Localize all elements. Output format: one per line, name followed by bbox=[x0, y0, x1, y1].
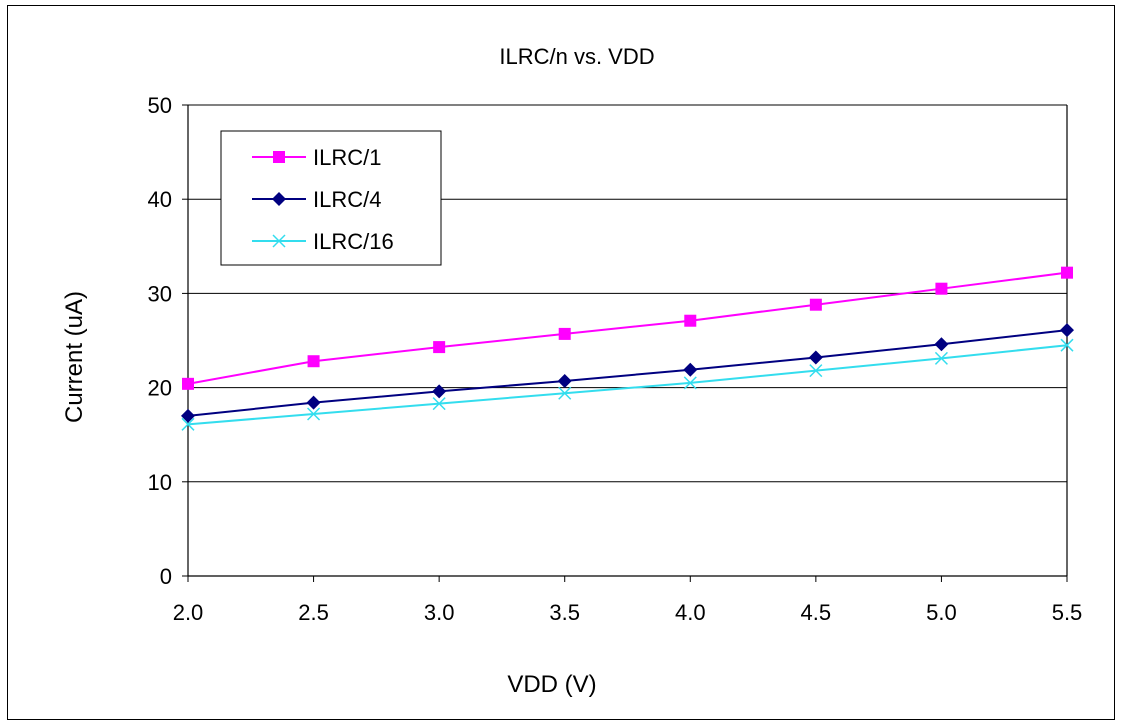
x-tick-label: 5.0 bbox=[926, 600, 957, 625]
x-tick-labels: 2.0 2.5 3.0 3.5 4.0 4.5 5.0 5.5 bbox=[173, 600, 1083, 625]
legend: ILRC/1 ILRC/4 ILRC/16 bbox=[220, 130, 442, 266]
x-tick-label: 2.0 bbox=[173, 600, 204, 625]
marker-stroke bbox=[934, 351, 948, 365]
data-point bbox=[558, 327, 571, 340]
x-tick-label: 3.0 bbox=[424, 600, 455, 625]
data-point bbox=[432, 397, 446, 411]
data-point bbox=[182, 377, 194, 390]
series-group bbox=[181, 266, 1074, 431]
series-ilrc-4 bbox=[181, 323, 1074, 423]
data-point bbox=[1061, 266, 1073, 279]
data-point bbox=[683, 376, 697, 390]
data-point bbox=[306, 395, 321, 410]
data-point bbox=[809, 364, 823, 378]
y-tick-label: 30 bbox=[148, 281, 172, 306]
data-point bbox=[433, 341, 446, 354]
y-axis-label: Current (uA) bbox=[61, 291, 88, 423]
marker-stroke bbox=[809, 364, 823, 378]
marker-stroke bbox=[1060, 338, 1074, 352]
data-point bbox=[307, 355, 320, 368]
marker-stroke bbox=[558, 386, 572, 400]
legend-item: ILRC/1 bbox=[252, 145, 381, 170]
legend-label: ILRC/1 bbox=[313, 145, 381, 170]
legend-item: ILRC/16 bbox=[252, 229, 394, 254]
data-point bbox=[557, 374, 572, 389]
series-ilrc-1 bbox=[182, 266, 1073, 390]
y-tick-label: 10 bbox=[148, 470, 172, 495]
series-ilrc-16 bbox=[181, 338, 1074, 431]
legend-label: ILRC/4 bbox=[313, 187, 381, 212]
data-point bbox=[558, 386, 572, 400]
y-tick-label: 50 bbox=[148, 93, 172, 118]
chart-frame bbox=[7, 5, 1115, 720]
legend-marker bbox=[272, 192, 286, 206]
y-tick-label: 20 bbox=[148, 376, 172, 401]
series-line bbox=[187, 329, 1068, 417]
series-line bbox=[187, 271, 1068, 385]
legend-marker bbox=[273, 151, 285, 163]
data-point bbox=[809, 298, 822, 311]
legend-label: ILRC/16 bbox=[313, 229, 394, 254]
marker-stroke bbox=[181, 417, 195, 431]
x-axis-label: VDD (V) bbox=[507, 671, 596, 698]
data-point bbox=[934, 337, 949, 352]
x-tick-label: 2.5 bbox=[298, 600, 329, 625]
marker-stroke bbox=[432, 397, 446, 411]
data-point bbox=[1060, 323, 1074, 338]
data-point bbox=[181, 417, 195, 431]
axes bbox=[182, 104, 1068, 582]
chart-title: ILRC/n vs. VDD bbox=[499, 44, 654, 69]
y-tick-label: 0 bbox=[160, 564, 172, 589]
y-tick-labels: 0 10 20 30 40 50 bbox=[148, 93, 172, 589]
marker-stroke bbox=[272, 234, 286, 248]
data-point bbox=[683, 362, 698, 377]
data-point bbox=[181, 408, 195, 423]
x-tick-label: 5.5 bbox=[1052, 600, 1083, 625]
x-tick-label: 4.5 bbox=[801, 600, 832, 625]
data-point bbox=[935, 282, 948, 295]
marker-stroke bbox=[307, 407, 321, 421]
series-line bbox=[187, 344, 1068, 426]
x-tick-label: 4.0 bbox=[675, 600, 706, 625]
data-point bbox=[808, 350, 823, 365]
y-tick-label: 40 bbox=[148, 187, 172, 212]
legend-marker bbox=[272, 234, 286, 248]
x-tick-label: 3.5 bbox=[549, 600, 580, 625]
marker-stroke bbox=[683, 376, 697, 390]
data-point bbox=[307, 407, 321, 421]
data-point bbox=[1060, 338, 1074, 352]
data-point bbox=[684, 314, 697, 327]
data-point bbox=[934, 351, 948, 365]
legend-item: ILRC/4 bbox=[252, 187, 381, 212]
data-point bbox=[432, 384, 447, 399]
